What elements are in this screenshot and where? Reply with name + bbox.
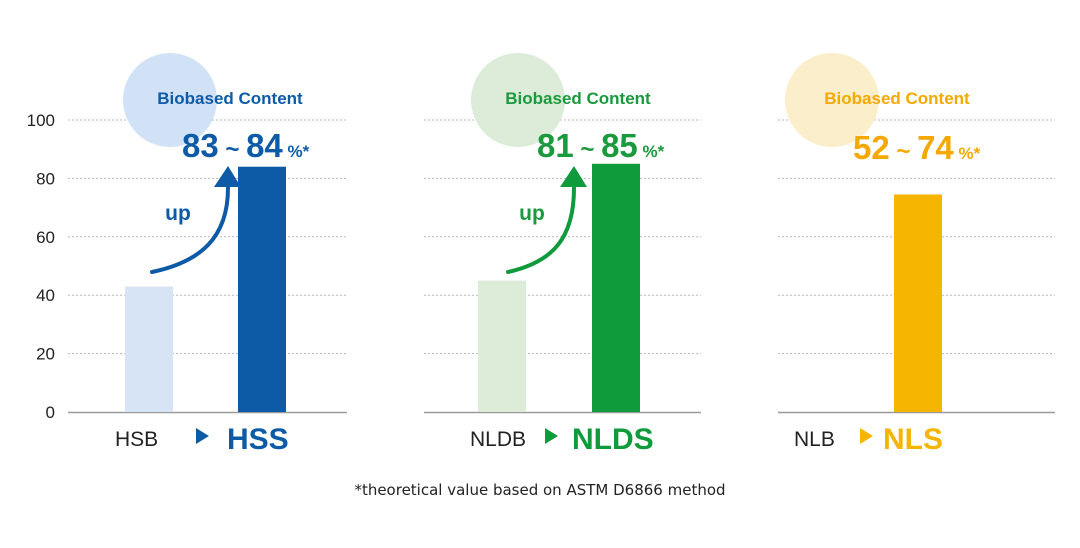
play-arrow-icon [545,428,558,444]
range-part: 84 [246,127,283,164]
up-arrow-head-icon [214,166,241,187]
footnote: *theoretical value based on ASTM D6866 m… [354,481,726,499]
y-tick-label: 0 [46,403,55,422]
play-arrow-icon [860,428,873,444]
category-label-nlds: NLDS [572,423,654,456]
panel-3: Biobased Content 52 ~ 74 %* NLB NLS [778,53,1055,456]
range-part: %* [283,142,310,161]
range-part: ~ [574,136,601,163]
bar-nls [894,194,942,412]
range-part: %* [638,142,665,161]
range-part: %* [954,144,981,163]
bar-hss [238,166,286,412]
badge-circle [785,53,879,147]
up-arrow-icon [150,186,230,274]
badge-circle [471,53,565,147]
up-arrow-head-icon [560,166,587,187]
badge-circle [123,53,217,147]
badge-label: Biobased Content [505,89,651,108]
range-part: 83 [182,127,219,164]
range-part: ~ [890,138,917,165]
category-label-nls: NLS [883,423,943,456]
category-label-hss: HSS [227,423,289,456]
range-value: 81 ~ 85 %* [537,127,665,164]
category-label-hsb: HSB [115,428,158,451]
category-label-nldb: NLDB [470,428,526,451]
bar-nlds [592,163,640,412]
panel-1: up Biobased Content 83 ~ 84 %* HSB HSS [68,53,347,456]
range-part: 81 [537,127,574,164]
y-tick-label: 40 [36,286,55,305]
range-value: 83 ~ 84 %* [182,127,310,164]
up-arrow-icon [506,186,576,274]
range-part: 74 [917,129,954,166]
range-value: 52 ~ 74 %* [853,129,981,166]
panel-2: up Biobased Content 81 ~ 85 %* NLDB NLDS [424,53,701,456]
range-part: 85 [601,127,638,164]
y-tick-label: 60 [36,228,55,247]
y-tick-label: 20 [36,345,55,364]
y-tick-label: 100 [27,111,55,130]
up-label: up [165,202,191,225]
bar-nldb [478,280,526,412]
category-label-nlb: NLB [794,428,835,451]
up-label: up [519,202,545,225]
range-part: ~ [219,136,246,163]
bar-hsb [125,286,173,412]
play-arrow-icon [196,428,209,444]
badge-label: Biobased Content [157,89,303,108]
y-tick-label: 80 [36,169,55,188]
badge-label: Biobased Content [824,89,970,108]
range-part: 52 [853,129,890,166]
